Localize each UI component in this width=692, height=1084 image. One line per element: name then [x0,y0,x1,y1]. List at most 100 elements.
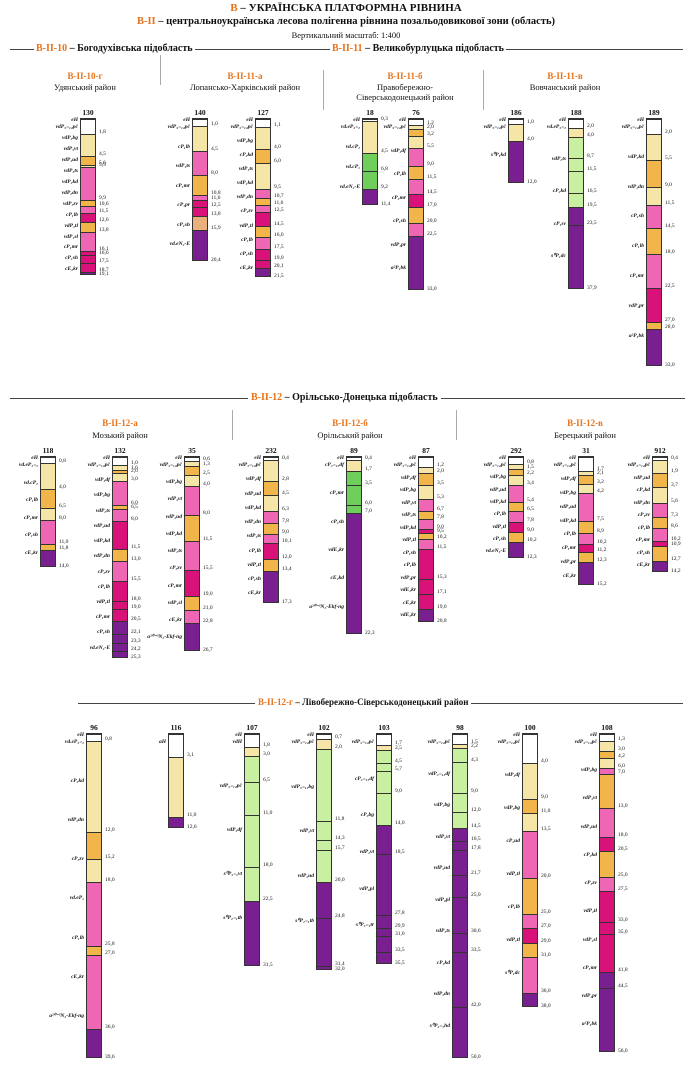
depth-label: 19,0 [131,604,141,610]
stratum-label: vdH [232,739,242,745]
stratum-label: vdP₂dn [67,817,84,824]
stratum-label: vdP₂zv [62,200,78,207]
depth-label: 11,8 [335,816,345,823]
stratum-label: cP₁sh [240,250,253,257]
stratum-label: cP₁sh [393,218,406,225]
depth-label: 8,7 [587,153,594,160]
stratum-layer [193,215,207,232]
stratum-label: cE₂kr [563,573,576,580]
stratum-layer [347,505,361,514]
stratum-layer [569,137,583,160]
stratum-label: vdP₃vt [582,795,597,802]
stratum-layer [245,756,259,784]
stratum-label: vdP₂ts [435,928,450,935]
stratum-layer [87,945,101,957]
depth-label: 1,3 [618,736,625,743]
stratum-layer [653,527,667,542]
stratum-layer [317,739,331,750]
zone-10-label: В-ІІ-10 – Богодухівська підобласть [34,43,195,54]
stratum-layer [264,480,278,497]
subzone-12b-code: В-ІІ-12-б [332,418,368,428]
subzone-10g-code: В-ІІ-10-г [67,71,103,81]
stratum-label: cP₁mr [629,273,644,280]
depth-label: 5,6 [671,497,678,504]
stratum-label: vdP₃ud [633,474,650,481]
stratum-layer [245,867,259,902]
stratum-label: vdP₂dn [633,499,650,506]
stratum-label: vd.cP₁ [345,164,360,171]
stratum-layer [256,226,270,239]
stratum-layer [41,488,55,510]
stratum-layer [600,751,614,759]
stratum-label: vdP₁tl [492,523,506,530]
depth-label: 25,8 [105,940,115,947]
stratum-layer [347,470,361,486]
stratum-layer [419,533,433,540]
borehole-column [452,733,468,1058]
depth-label: 56,0 [618,1048,628,1055]
stratum-label: aH [158,739,166,745]
depth-label: 29,0 [541,937,551,944]
depth-label: 22,5 [263,895,273,902]
borehole-column [86,733,102,1058]
depth-label: 42,0 [471,1002,481,1008]
depth-label: 9,0 [427,160,434,167]
depth-label: 21,7 [471,870,481,877]
stratum-layer [419,538,433,550]
stratum-layer [87,734,101,742]
subzone-11v-name: Вовчанський район [529,82,601,92]
depth-label: 17,8 [471,844,481,851]
stratum-layer [113,561,127,582]
subzone-12v-code: В-ІІ-12-в [567,418,603,428]
depth-label: 10,7 [274,193,284,200]
stratum-label: cP₂kd [552,188,566,195]
depth-label: 10,6 [99,200,109,207]
depth-label: 28,0 [665,324,675,330]
stratum-layer [579,532,593,545]
top-soil-label: eH [513,732,520,738]
stratum-layer [600,987,614,1052]
depth-label: 11,0 [541,808,551,815]
depth-label: 5,9 [99,162,106,169]
stratum-label: cP₁zv [637,512,650,519]
subzone-11b-code: В-ІІ-11-б [387,71,423,81]
depth-label: 24,2 [131,645,141,652]
zone-11-code: В-ІІ-11 [332,43,363,54]
depth-label: 12,0 [105,827,115,834]
stratum-layer [523,957,537,995]
stratum-layer [245,900,259,966]
depth-label: 11,5 [203,535,213,542]
stratum-layer [185,461,199,468]
depth-label: 31,4 [335,961,345,968]
stratum-layer [87,1029,101,1057]
stratum-label: vdP₁dn [627,183,644,190]
stratum-layer [647,227,661,255]
stratum-label: vdP₃df [560,475,576,482]
well-number: 118 [42,446,54,455]
borehole-column [168,733,184,828]
stratum-label: vdE₂kr [400,587,416,594]
stratum-label: cP₂kd [436,959,450,966]
stratum-layer [509,541,523,558]
stratum-layer [569,170,583,195]
depth-label: 22,5 [427,231,437,237]
stratum-label: vdP₃₋₁₂pč [553,462,576,468]
depth-label: 13,5 [541,826,551,833]
depth-label: 4,3 [471,756,478,763]
depth-label: 6,8 [381,165,388,172]
stratum-label: vdP₃bg [94,492,110,499]
stratum-layer [377,928,391,937]
depth-label: 1,7 [395,740,402,747]
depth-label: 33,0 [665,361,675,368]
depth-label: 2,2 [527,470,534,477]
depth-label: 19,0 [203,590,213,597]
stratum-label: a²P₁bk [628,332,644,339]
stratum-label: cP₂zv [584,880,597,887]
stratum-label: vdP₁tl [506,870,520,877]
subzone-12g-name: – Лівобережно-Сіверськодонецький район [293,697,469,707]
stratum-label: cP₁sv [553,220,566,227]
stratum-layer [87,858,101,883]
stratum-layer [317,917,331,968]
top-soil-label: eH [235,732,242,738]
stratum-layer [453,849,467,877]
